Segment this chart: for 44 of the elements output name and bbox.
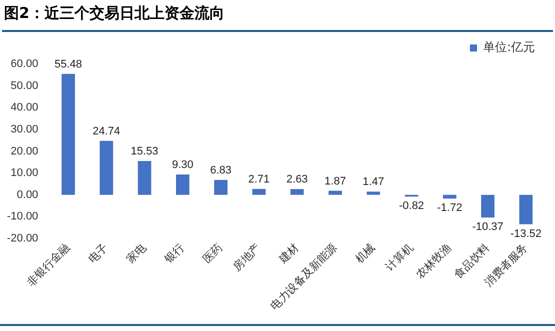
x-tick-label: 机械 xyxy=(352,241,378,266)
y-tick-label: 60.00 xyxy=(10,58,38,70)
data-label: -0.82 xyxy=(398,200,424,212)
data-label: 55.48 xyxy=(54,58,82,70)
y-tick-label: 20.00 xyxy=(10,145,38,158)
x-tick-label: 家电 xyxy=(124,241,149,266)
y-tick-label: 30.00 xyxy=(10,123,38,136)
data-label: -1.72 xyxy=(437,202,462,214)
y-tick-label: 10.00 xyxy=(10,167,38,180)
y-tick-label: 40.00 xyxy=(10,102,38,114)
bar xyxy=(519,194,533,224)
bar xyxy=(214,180,228,195)
x-tick-label: 医药 xyxy=(200,241,225,266)
chart-title: 图2：近三个交易日北上资金流向 xyxy=(2,0,553,32)
x-tick-label: 电子 xyxy=(86,241,111,266)
x-tick-label: 建材 xyxy=(276,241,302,267)
bar xyxy=(62,74,75,195)
y-tick-label: 50.00 xyxy=(10,80,38,92)
bar xyxy=(481,194,494,218)
bar xyxy=(442,194,456,199)
data-label: -10.37 xyxy=(472,220,504,233)
bar xyxy=(366,192,380,195)
data-label: 24.74 xyxy=(92,125,120,138)
bar xyxy=(138,160,152,195)
bar xyxy=(100,140,114,195)
data-label: -13.52 xyxy=(510,228,542,240)
bar xyxy=(176,174,190,195)
legend-label: 单位:亿元 xyxy=(482,40,536,54)
data-label: 1.47 xyxy=(362,176,384,188)
x-tick-label: 计算机 xyxy=(383,241,416,274)
y-tick-label: 0.00 xyxy=(16,188,38,201)
data-label: 2.63 xyxy=(286,174,308,186)
data-label: 2.71 xyxy=(248,173,270,186)
data-label: 1.87 xyxy=(324,175,346,188)
x-tick-label: 农林牧渔 xyxy=(413,241,454,282)
x-tick-label: 银行 xyxy=(161,241,187,267)
data-label: 6.83 xyxy=(210,164,232,176)
bar xyxy=(252,188,266,195)
bar xyxy=(290,189,304,195)
data-label: 9.30 xyxy=(172,159,194,172)
x-tick-label: 房地产 xyxy=(230,241,264,274)
bar xyxy=(328,190,342,195)
y-tick-label: -10.00 xyxy=(6,210,38,223)
data-label: 15.53 xyxy=(130,146,158,158)
